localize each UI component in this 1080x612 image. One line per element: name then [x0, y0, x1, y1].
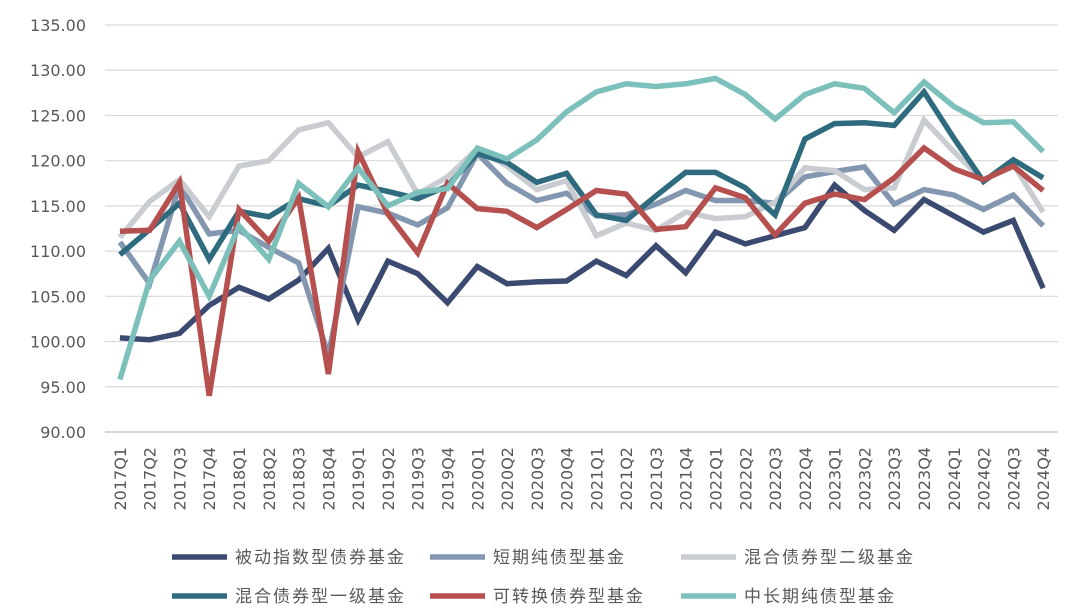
series-line-0	[119, 181, 1046, 343]
x-tick-label: 2017Q1	[111, 447, 130, 511]
legend-label-5: 中长期纯债型基金	[744, 587, 896, 607]
x-tick-label: 2024Q2	[975, 447, 994, 511]
y-tick-label: 110.00	[30, 242, 86, 261]
y-tick-label: 100.00	[30, 333, 86, 352]
x-tick-label: 2018Q3	[290, 447, 309, 511]
x-tick-label: 2017Q4	[200, 447, 219, 511]
x-tick-label: 2017Q2	[141, 447, 160, 511]
x-tick-label: 2020Q4	[558, 447, 577, 511]
y-tick-label: 135.00	[30, 16, 86, 35]
x-tick-label: 2019Q4	[438, 447, 457, 511]
legend-label-3: 混合债券型一级基金	[235, 587, 406, 607]
x-tick-label: 2023Q3	[885, 447, 904, 511]
x-tick-label: 2021Q3	[647, 447, 666, 511]
x-tick-label: 2019Q1	[349, 447, 368, 511]
x-tick-label: 2021Q2	[617, 447, 636, 511]
x-axis-ticks: 2017Q1 2017Q2 2017Q3 2017Q4 2018Q1 2018Q2 2018…	[111, 447, 1053, 511]
x-tick-label: 2024Q1	[945, 447, 964, 511]
series-line-4	[119, 142, 1045, 397]
x-tick-label: 2019Q2	[379, 447, 398, 511]
series-line-1	[117, 148, 1046, 366]
legend-label-2: 混合债券型二级基金	[744, 548, 915, 568]
x-tick-label: 2024Q3	[1004, 447, 1023, 511]
x-tick-label: 2017Q3	[170, 447, 189, 511]
series-lines	[117, 75, 1046, 397]
y-tick-label: 125.00	[30, 106, 86, 125]
y-tick-label: 130.00	[30, 61, 86, 80]
series-line-5	[117, 75, 1046, 381]
x-tick-label: 2022Q1	[707, 447, 726, 511]
series-line-2	[117, 115, 1046, 240]
x-tick-label: 2021Q1	[587, 447, 606, 511]
x-tick-label: 2021Q4	[677, 447, 696, 511]
y-tick-label: 95.00	[40, 378, 86, 397]
legend-label-0: 被动指数型债券基金	[235, 548, 406, 568]
x-tick-label: 2023Q1	[826, 447, 845, 511]
x-tick-label: 2020Q3	[528, 447, 547, 511]
x-tick-label: 2020Q2	[498, 447, 517, 511]
y-tick-label: 105.00	[30, 287, 86, 306]
x-tick-label: 2022Q4	[796, 447, 815, 511]
x-tick-label: 2023Q2	[855, 447, 874, 511]
gridlines	[105, 24, 1058, 433]
series-line-3	[118, 87, 1045, 265]
x-tick-label: 2018Q1	[230, 447, 249, 511]
y-tick-label: 120.00	[30, 152, 86, 171]
legend-label-4: 可转换债券型基金	[493, 587, 645, 607]
x-tick-label: 2023Q4	[915, 447, 934, 511]
x-tick-label: 2022Q3	[766, 447, 785, 511]
x-tick-label: 2019Q3	[409, 447, 428, 511]
legend-label-1: 短期纯债型基金	[493, 548, 626, 568]
x-tick-label: 2020Q1	[468, 447, 487, 511]
x-tick-label: 2024Q4	[1034, 447, 1053, 511]
x-tick-label: 2018Q2	[260, 447, 279, 511]
y-axis-ticks: 90.00 95.00 100.00 105.00 110.00 115.00 120.00…	[30, 16, 86, 442]
x-tick-label: 2022Q2	[736, 447, 755, 511]
y-tick-label: 115.00	[30, 197, 86, 216]
x-tick-label: 2018Q4	[319, 447, 338, 511]
y-tick-label: 90.00	[40, 423, 86, 442]
